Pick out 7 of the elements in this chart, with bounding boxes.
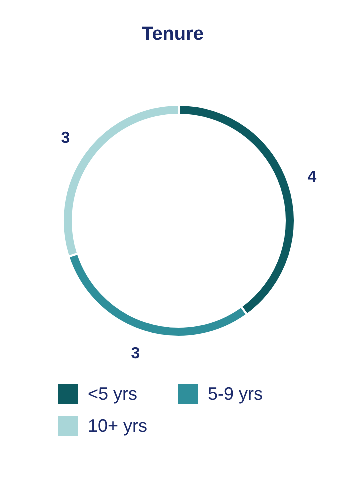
legend-label: 5-9 yrs	[208, 384, 264, 404]
chart-title: Tenure	[141, 24, 205, 47]
data-label: 3	[131, 346, 140, 363]
legend-label: <5 yrs	[88, 384, 138, 404]
data-label: 3	[61, 130, 70, 148]
legend-label: 10+ yrs	[88, 416, 148, 436]
data-label: 4	[308, 169, 317, 186]
